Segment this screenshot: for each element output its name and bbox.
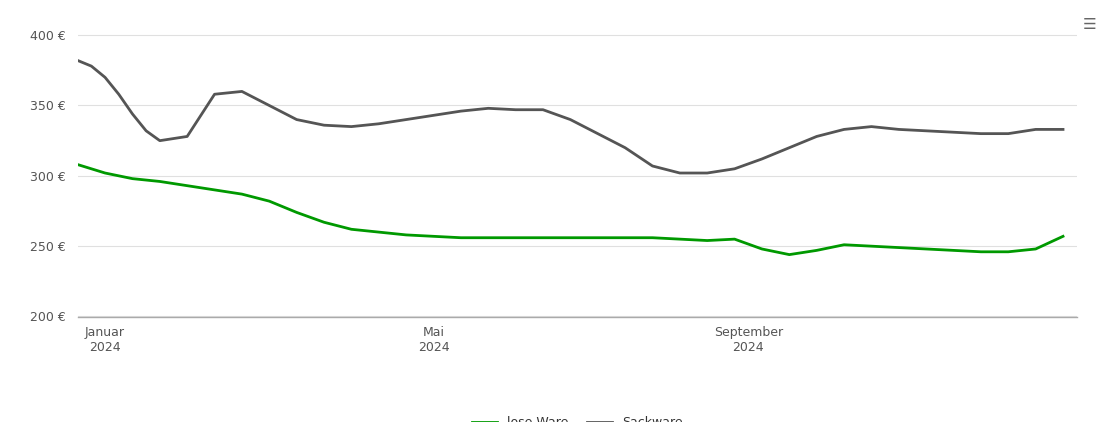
Text: ☰: ☰ xyxy=(1083,17,1097,32)
Legend: lose Ware, Sackware: lose Ware, Sackware xyxy=(467,411,687,422)
